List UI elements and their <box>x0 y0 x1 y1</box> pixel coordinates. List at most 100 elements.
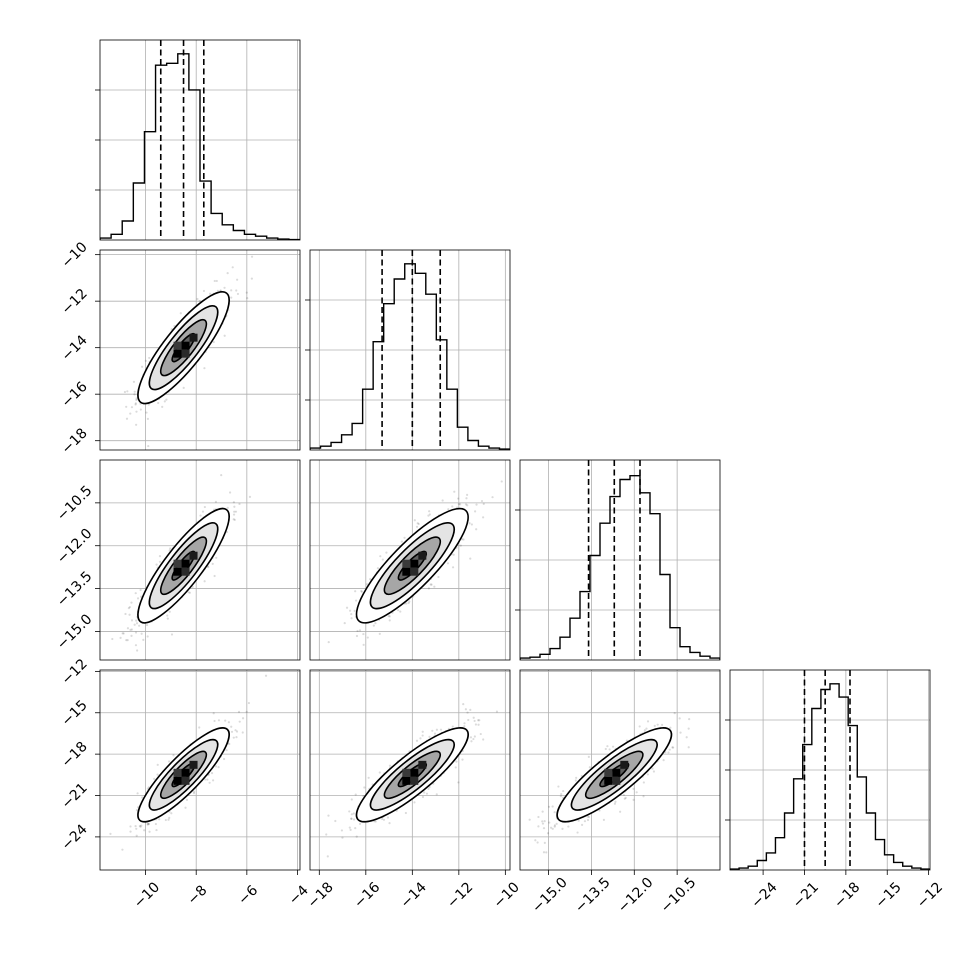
scatter-point <box>477 719 480 722</box>
scatter-point <box>129 628 132 631</box>
scatter-point <box>417 522 420 526</box>
x-tick-label: −18 <box>305 879 337 911</box>
scatter-point <box>236 278 239 281</box>
scatter-point <box>372 624 375 627</box>
x-tick-label: −12 <box>914 879 946 911</box>
density-peak-cell <box>173 768 182 777</box>
scatter-point <box>136 649 139 652</box>
scatter-point <box>141 796 144 799</box>
contour-set <box>137 291 230 405</box>
scatter-point <box>140 632 143 635</box>
scatter-point <box>231 266 234 269</box>
scatter-point <box>482 502 485 505</box>
density-peak-cell <box>612 776 621 785</box>
panel-3-0: −10 −8 −6 −4−24−21−18−15−12 <box>59 656 312 912</box>
scatter-point <box>431 729 434 732</box>
scatter-point <box>138 824 141 828</box>
x-tick-label: −16 <box>351 879 383 911</box>
scatter-point <box>232 518 235 521</box>
scatter-point <box>561 827 564 830</box>
scatter-point <box>365 583 369 586</box>
scatter-point <box>188 591 191 594</box>
scatter-point <box>643 729 646 732</box>
scatter-point <box>381 558 384 561</box>
scatter-point <box>408 600 411 603</box>
scatter-point <box>166 617 169 620</box>
scatter-point <box>146 417 149 420</box>
scatter-point <box>355 634 359 638</box>
scatter-point <box>241 731 244 734</box>
density-peak-cell <box>173 341 182 350</box>
scatter-point <box>143 829 146 832</box>
density-peak-cell <box>181 341 190 350</box>
scatter-point <box>451 725 454 728</box>
scatter-point <box>474 723 478 726</box>
x-tick-label: −18 <box>831 879 863 911</box>
scatter-point <box>466 711 469 714</box>
x-tick-label: −6 <box>235 882 261 908</box>
density-peak-cell <box>173 559 182 568</box>
scatter-point <box>562 789 565 793</box>
y-tick-label: −10.5 <box>54 483 96 525</box>
scatter-point <box>140 824 143 827</box>
scatter-point <box>128 613 131 616</box>
scatter-point <box>500 480 503 483</box>
y-tick-label: −15 <box>59 697 91 729</box>
scatter-point <box>545 851 548 854</box>
scatter-point <box>125 405 128 408</box>
scatter-point <box>210 772 214 775</box>
scatter-point <box>161 405 164 408</box>
scatter-point <box>230 730 234 733</box>
scatter-point <box>376 567 380 570</box>
density-peak-cell <box>181 349 190 358</box>
scatter-point <box>479 732 482 736</box>
panel-3-1: −18 −16 −14 −12 −10 <box>305 669 523 912</box>
scatter-point <box>543 820 546 823</box>
scatter-point <box>480 499 484 503</box>
scatter-point <box>133 623 136 626</box>
scatter-point <box>560 793 563 796</box>
scatter-point <box>379 555 382 558</box>
scatter-point <box>588 766 591 769</box>
scatter-point <box>327 814 330 817</box>
scatter-point <box>215 279 218 283</box>
scatter-point <box>469 557 472 560</box>
x-tick-label: −12 <box>444 879 476 911</box>
scatter-point <box>551 805 554 808</box>
scatter-point <box>642 781 645 784</box>
scatter-point <box>482 516 485 519</box>
density-peak-cell <box>410 768 419 777</box>
scatter-point <box>241 717 245 720</box>
scatter-point <box>353 609 356 612</box>
scatter-point <box>421 730 424 733</box>
scatter-point <box>475 528 478 531</box>
scatter-point <box>350 617 353 620</box>
panel-2-2 <box>515 459 721 661</box>
scatter-point <box>147 823 150 826</box>
scatter-point <box>325 833 328 836</box>
scatter-point <box>435 793 438 796</box>
scatter-point <box>656 723 659 726</box>
scatter-point <box>541 820 544 823</box>
density-peak-cell <box>173 567 182 576</box>
scatter-point <box>459 503 462 506</box>
scatter-point <box>622 793 626 797</box>
scatter-point <box>230 296 233 299</box>
scatter-point <box>354 590 357 593</box>
scatter-point <box>374 820 377 823</box>
scatter-point <box>234 729 237 732</box>
density-peak-cell <box>181 768 190 777</box>
density-peak-cell <box>181 567 190 576</box>
density-peak-cell <box>402 776 411 785</box>
scatter-point <box>234 510 238 513</box>
scatter-point <box>362 632 365 636</box>
density-peak-cell <box>604 768 613 777</box>
scatter-point <box>154 822 157 826</box>
scatter-point <box>632 787 635 790</box>
density-peak-cell <box>604 776 613 785</box>
scatter-point <box>452 553 455 556</box>
scatter-point <box>198 726 201 729</box>
scatter-point <box>348 810 351 813</box>
scatter-point <box>466 504 469 507</box>
scatter-point <box>203 505 206 509</box>
